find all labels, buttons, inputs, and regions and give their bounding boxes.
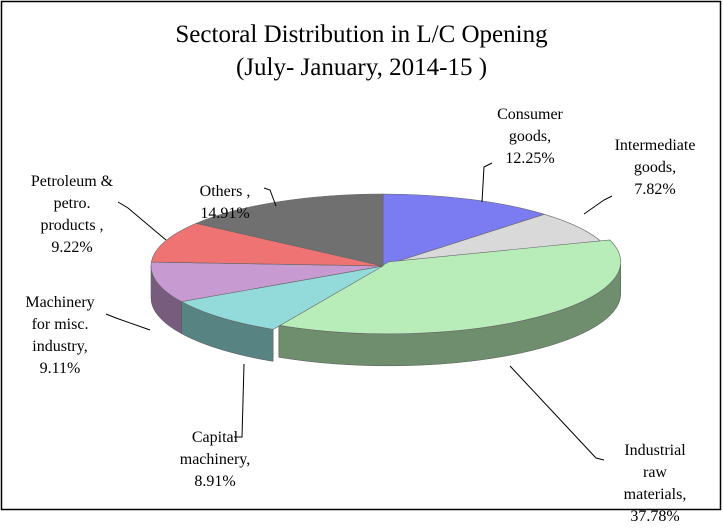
slice-label: Industrial raw materials, 37.78% [621, 440, 689, 528]
leader-line [105, 313, 151, 331]
leader-line [509, 365, 605, 461]
value-label: 8.91% [194, 473, 236, 490]
category-label: Machinery for misc. industry, [25, 294, 95, 355]
value-label: 9.11% [39, 360, 81, 377]
value-label: 9.22% [51, 239, 93, 256]
leader-line [583, 195, 613, 215]
category-label: Petroleum & petro. products , [30, 173, 114, 234]
leader-lines [105, 162, 613, 461]
category-label: Others , [199, 183, 251, 200]
category-label: Consumer goods, [497, 106, 563, 145]
slice [150, 223, 384, 267]
slices [150, 193, 622, 367]
leader-line [263, 187, 277, 207]
value-label: 7.82% [634, 181, 676, 198]
leader-line [117, 201, 167, 241]
chart-title: Sectoral Distribution in L/C Opening [175, 21, 548, 48]
slice-label: Machinery for misc. industry, 9.11% [25, 292, 94, 380]
slice-label: Petroleum & petro. products , 9.22% [31, 171, 113, 259]
chart-subtitle: (July- January, 2014-15 ) [235, 54, 488, 81]
slice-label: Capital machinery, 8.91% [180, 427, 250, 493]
slice [180, 265, 384, 330]
category-label: Industrial raw materials, [623, 442, 687, 503]
slice-label: Intermediate goods, 7.82% [615, 135, 696, 201]
pie-area [0, 0, 722, 511]
slice [150, 261, 384, 302]
slice [278, 239, 622, 335]
value-label: 12.25% [505, 150, 555, 167]
leader-line [234, 363, 245, 438]
slice-label: Others , 14.91% [200, 181, 251, 225]
category-label: Capital machinery, [179, 429, 251, 468]
value-label: 14.91% [200, 205, 250, 222]
slice-label: Consumer goods, 12.25% [497, 104, 563, 170]
slice [382, 193, 546, 267]
category-label: Intermediate goods, [614, 137, 696, 176]
leader-line [481, 162, 493, 203]
value-label: 37.78% [630, 508, 680, 525]
slice [195, 193, 384, 267]
